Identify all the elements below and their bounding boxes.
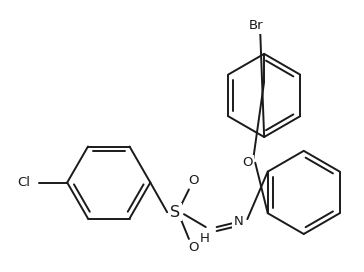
Text: S: S bbox=[170, 205, 180, 220]
Text: N: N bbox=[234, 215, 244, 228]
Text: H: H bbox=[200, 233, 210, 245]
Text: O: O bbox=[189, 241, 199, 254]
Text: O: O bbox=[189, 174, 199, 187]
Text: O: O bbox=[242, 156, 253, 169]
Text: Cl: Cl bbox=[17, 176, 30, 189]
Text: Br: Br bbox=[249, 19, 264, 32]
